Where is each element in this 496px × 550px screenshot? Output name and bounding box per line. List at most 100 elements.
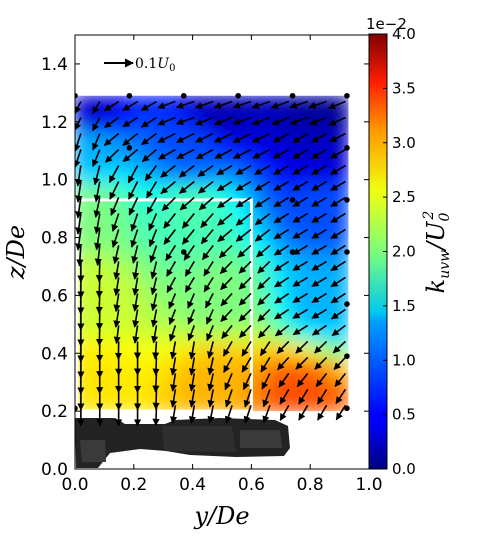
velocity-vector — [148, 229, 158, 248]
velocity-vector — [273, 196, 290, 208]
velocity-vector — [187, 293, 196, 309]
velocity-vector — [188, 341, 196, 360]
velocity-vector — [150, 261, 158, 280]
contour-cell — [191, 269, 213, 290]
velocity-vector — [92, 149, 101, 168]
velocity-vector — [275, 324, 290, 337]
velocity-vector — [235, 196, 252, 208]
velocity-vector — [254, 180, 271, 192]
velocity-vector — [183, 244, 195, 261]
contour-cell — [230, 322, 252, 343]
contour-cell — [75, 147, 96, 167]
velocity-vector — [188, 357, 196, 376]
velocity-vector — [243, 405, 252, 424]
contour-cell — [152, 234, 174, 255]
velocity-vector — [132, 293, 140, 312]
velocity-vector — [145, 181, 158, 199]
velocity-vector — [113, 309, 121, 328]
contour-cell — [191, 287, 213, 308]
contour-cell — [308, 269, 330, 290]
contour-cell — [191, 357, 213, 378]
contour-cell — [113, 147, 135, 167]
velocity-vector — [334, 372, 347, 388]
velocity-vector — [157, 116, 176, 126]
velocity-vector — [207, 389, 215, 408]
velocity-vector — [273, 164, 290, 176]
velocity-vector — [273, 244, 290, 256]
colorbar-tick-label: 4.0 — [392, 25, 416, 43]
contour-cell — [269, 112, 291, 132]
velocity-vector — [257, 276, 271, 290]
colorbar-tick-label: 0.0 — [392, 460, 416, 478]
velocity-vector — [113, 277, 121, 296]
velocity-vector — [201, 244, 214, 261]
velocity-vector — [256, 244, 271, 258]
velocity-vector — [108, 165, 120, 184]
contour-cell — [210, 182, 233, 202]
velocity-vector — [122, 116, 139, 128]
velocity-vector — [219, 260, 233, 275]
probe-point — [75, 145, 78, 151]
velocity-vector — [292, 132, 309, 144]
velocity-vector — [204, 293, 214, 309]
velocity-vector — [232, 132, 252, 144]
velocity-vector — [188, 405, 196, 424]
velocity-vector — [235, 212, 252, 226]
velocity-vector — [122, 148, 139, 163]
velocity-vector — [166, 277, 177, 293]
y-tick-label: 0.2 — [41, 402, 68, 422]
contour-cell — [113, 164, 135, 185]
velocity-vector — [178, 164, 195, 178]
vector-field — [75, 100, 347, 427]
velocity-vector — [329, 132, 346, 143]
velocity-vector — [152, 373, 160, 393]
velocity-vector — [232, 148, 252, 160]
velocity-vector — [242, 373, 252, 391]
contour-cell — [288, 269, 311, 290]
velocity-vector — [254, 228, 271, 242]
probe-point — [75, 92, 78, 99]
contour-cell — [171, 199, 194, 220]
contour-cell — [230, 269, 252, 290]
x-tick-label: 0.0 — [61, 475, 88, 495]
velocity-vector — [213, 116, 233, 126]
velocity-vector — [238, 324, 252, 339]
contour-cell — [327, 357, 349, 378]
velocity-vector — [128, 181, 139, 200]
colorbar-ticks: 0.0 0.5 1.0 1.5 2.0 2.5 3.0 3.5 4.0 — [383, 25, 416, 478]
velocity-vector — [292, 276, 309, 287]
velocity-vector — [179, 180, 195, 194]
x-tick-label: 0.4 — [179, 475, 206, 495]
velocity-vector — [168, 293, 177, 310]
velocity-vector — [292, 260, 309, 271]
reference-vector: 0.1U0 — [104, 56, 175, 74]
velocity-vector — [314, 356, 328, 370]
velocity-vector — [335, 388, 347, 405]
velocity-vector — [278, 372, 290, 388]
velocity-vector — [289, 100, 308, 109]
velocity-vector — [252, 148, 271, 159]
velocity-vector — [207, 341, 214, 359]
contour-cell — [93, 357, 116, 378]
velocity-vector — [149, 245, 158, 263]
contour-cell — [249, 269, 272, 290]
x-tick-label: 1.0 — [355, 475, 382, 495]
velocity-vector — [158, 148, 176, 160]
velocity-vector — [169, 357, 178, 376]
velocity-vector — [128, 197, 139, 216]
velocity-vector — [141, 148, 158, 163]
velocity-vector — [206, 325, 214, 342]
contour-cell — [308, 112, 330, 132]
probe-point — [289, 197, 296, 203]
velocity-vector — [103, 132, 120, 146]
velocity-vector — [169, 341, 177, 360]
velocity-vector — [254, 164, 271, 176]
x-axis-label: y/De — [193, 502, 249, 530]
contour-cell — [210, 217, 233, 237]
velocity-vector — [188, 389, 196, 408]
velocity-vector — [331, 324, 346, 337]
contour-cell — [288, 287, 311, 308]
velocity-vector — [330, 260, 346, 272]
velocity-vector — [163, 228, 177, 245]
velocity-vector — [295, 340, 309, 354]
